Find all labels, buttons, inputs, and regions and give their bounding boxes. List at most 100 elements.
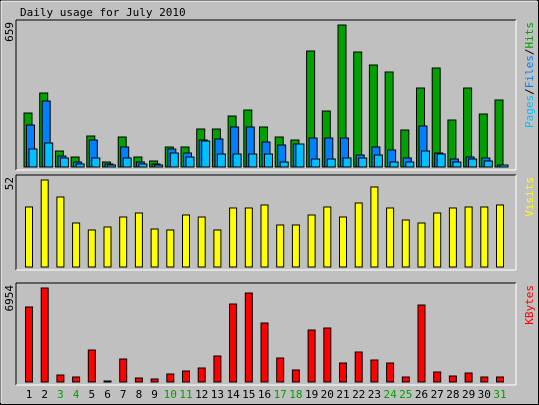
visits-bar-visits-day-30 — [480, 206, 489, 268]
kbytes-bar-kbytes-day-14 — [229, 303, 238, 383]
hits-files-pages-bar-pages-day-5 — [91, 157, 101, 168]
kbytes-bar-kbytes-day-19 — [307, 329, 316, 383]
kbytes-bar-kbytes-day-23 — [370, 359, 379, 383]
kbytes-panel: 6954 KBytes — [3, 282, 536, 386]
hits-files-pages-bar-hits-day-29 — [463, 87, 473, 168]
visits-bar-visits-day-16 — [260, 204, 269, 268]
x-label-day-10: 10 — [164, 388, 177, 401]
kbytes-bar-kbytes-day-31 — [496, 376, 504, 383]
kbytes-side-label: KBytes — [523, 285, 536, 325]
hits-files-pages-side-label-part: Pages — [523, 95, 536, 128]
visits-bar-visits-day-17 — [276, 224, 285, 268]
kbytes-bar-kbytes-day-4 — [72, 376, 81, 383]
hits-files-pages-bar-pages-day-18 — [295, 143, 305, 168]
kbytes-bar-kbytes-day-7 — [119, 358, 128, 383]
x-label-day-14: 14 — [226, 388, 240, 401]
kbytes-bar-kbytes-day-9 — [150, 378, 159, 383]
visits-bar-visits-day-14 — [229, 207, 238, 268]
visits-bar-visits-day-31 — [496, 204, 504, 268]
x-label-day-20: 20 — [321, 388, 334, 401]
visits-max-label: 52 — [3, 177, 16, 190]
kbytes-bar-kbytes-day-2 — [40, 287, 49, 383]
hits-files-pages-max-label: 659 — [3, 22, 16, 42]
visits-bar-visits-day-26 — [417, 222, 426, 268]
hits-files-pages-bar-pages-day-10 — [169, 152, 179, 168]
hits-files-pages-bar-pages-day-1 — [28, 148, 38, 168]
visits-bar-visits-day-7 — [119, 216, 128, 268]
x-label-day-11: 11 — [179, 388, 192, 401]
visits-bar-visits-day-27 — [433, 212, 442, 268]
x-label-day-9: 9 — [151, 388, 158, 401]
kbytes-bar-kbytes-day-3 — [56, 374, 65, 383]
visits-bar-visits-day-10 — [166, 229, 175, 268]
x-label-day-1: 1 — [26, 388, 33, 401]
kbytes-bar-kbytes-day-11 — [182, 370, 190, 383]
hits-files-pages-bar-hits-day-22 — [353, 51, 363, 168]
visits-bar-visits-day-11 — [182, 214, 190, 268]
visits-bar-visits-day-25 — [401, 219, 410, 268]
kbytes-bar-kbytes-day-28 — [448, 375, 457, 383]
visits-bar-visits-day-19 — [307, 214, 316, 268]
kbytes-bar-kbytes-day-29 — [464, 372, 473, 383]
hits-files-pages-bar-pages-day-29 — [468, 158, 478, 168]
hits-files-pages-bar-pages-day-7 — [122, 157, 132, 168]
visits-bar-visits-day-24 — [386, 207, 395, 268]
visits-panel: 52 Visits — [3, 174, 536, 271]
x-label-day-19: 19 — [305, 388, 318, 401]
hits-files-pages-bar-pages-day-24 — [389, 161, 399, 168]
kbytes-bar-kbytes-day-17 — [276, 357, 285, 383]
x-label-day-4: 4 — [73, 388, 80, 401]
x-label-day-27: 27 — [431, 388, 444, 401]
x-label-day-21: 21 — [336, 388, 349, 401]
x-label-day-7: 7 — [120, 388, 127, 401]
kbytes-bar-kbytes-day-5 — [87, 349, 96, 383]
x-label-day-2: 2 — [41, 388, 48, 401]
hits-files-pages-bar-pages-day-26 — [421, 150, 430, 168]
kbytes-bar-kbytes-day-10 — [166, 373, 175, 383]
hits-files-pages-bar-pages-day-15 — [248, 153, 258, 168]
kbytes-bar-kbytes-day-27 — [433, 371, 442, 383]
hits-files-pages-bar-pages-day-30 — [483, 160, 493, 168]
visits-bar-visits-day-20 — [323, 206, 332, 268]
hits-files-pages-side-label-part: / — [523, 49, 536, 56]
x-label-day-17: 17 — [274, 388, 287, 401]
kbytes-bar-kbytes-day-26 — [417, 304, 426, 383]
kbytes-bar-kbytes-day-13 — [213, 355, 222, 383]
x-label-day-24: 24 — [383, 388, 397, 401]
x-label-day-13: 13 — [211, 388, 224, 401]
hits-files-pages-bar-pages-day-4 — [75, 163, 85, 168]
hits-files-pages-bar-pages-day-22 — [358, 157, 368, 168]
visits-side-label: Visits — [523, 177, 536, 217]
hits-files-pages-bar-pages-day-21 — [342, 157, 352, 168]
visits-side-label-part: Visits — [523, 177, 536, 217]
hits-files-pages-bar-pages-day-25 — [405, 161, 415, 168]
visits-bar-visits-day-12 — [197, 216, 206, 268]
kbytes-bar-kbytes-day-6 — [103, 380, 112, 383]
visits-bar-visits-day-15 — [244, 207, 253, 268]
hits-files-pages-bar-pages-day-12 — [201, 140, 211, 168]
hits-files-pages-bar-pages-day-13 — [216, 153, 226, 168]
hits-files-pages-side-label: Pages/Files/Hits — [523, 22, 536, 128]
hits-files-pages-bar-pages-day-23 — [373, 154, 383, 168]
hits-files-pages-bar-pages-day-20 — [326, 158, 336, 168]
hits-files-pages-bar-pages-day-16 — [264, 153, 273, 168]
kbytes-bar-kbytes-day-1 — [25, 306, 33, 383]
visits-bar-visits-day-5 — [87, 229, 96, 268]
kbytes-bar-kbytes-day-24 — [386, 362, 395, 383]
visits-bar-visits-day-29 — [464, 206, 473, 268]
x-label-day-22: 22 — [352, 388, 365, 401]
visits-bar-visits-day-28 — [448, 207, 457, 268]
kbytes-bar-kbytes-day-22 — [354, 351, 363, 383]
visits-bar-visits-day-13 — [213, 229, 222, 268]
visits-bar-visits-day-4 — [72, 222, 81, 268]
visits-bar-visits-day-22 — [354, 202, 363, 268]
hits-files-pages-bar-pages-day-17 — [279, 161, 289, 168]
kbytes-side-label-part: KBytes — [523, 285, 536, 325]
x-label-day-23: 23 — [368, 388, 381, 401]
kbytes-bar-kbytes-day-18 — [291, 369, 300, 383]
kbytes-bar-kbytes-day-30 — [480, 376, 489, 383]
visits-bar-visits-day-9 — [150, 228, 159, 268]
